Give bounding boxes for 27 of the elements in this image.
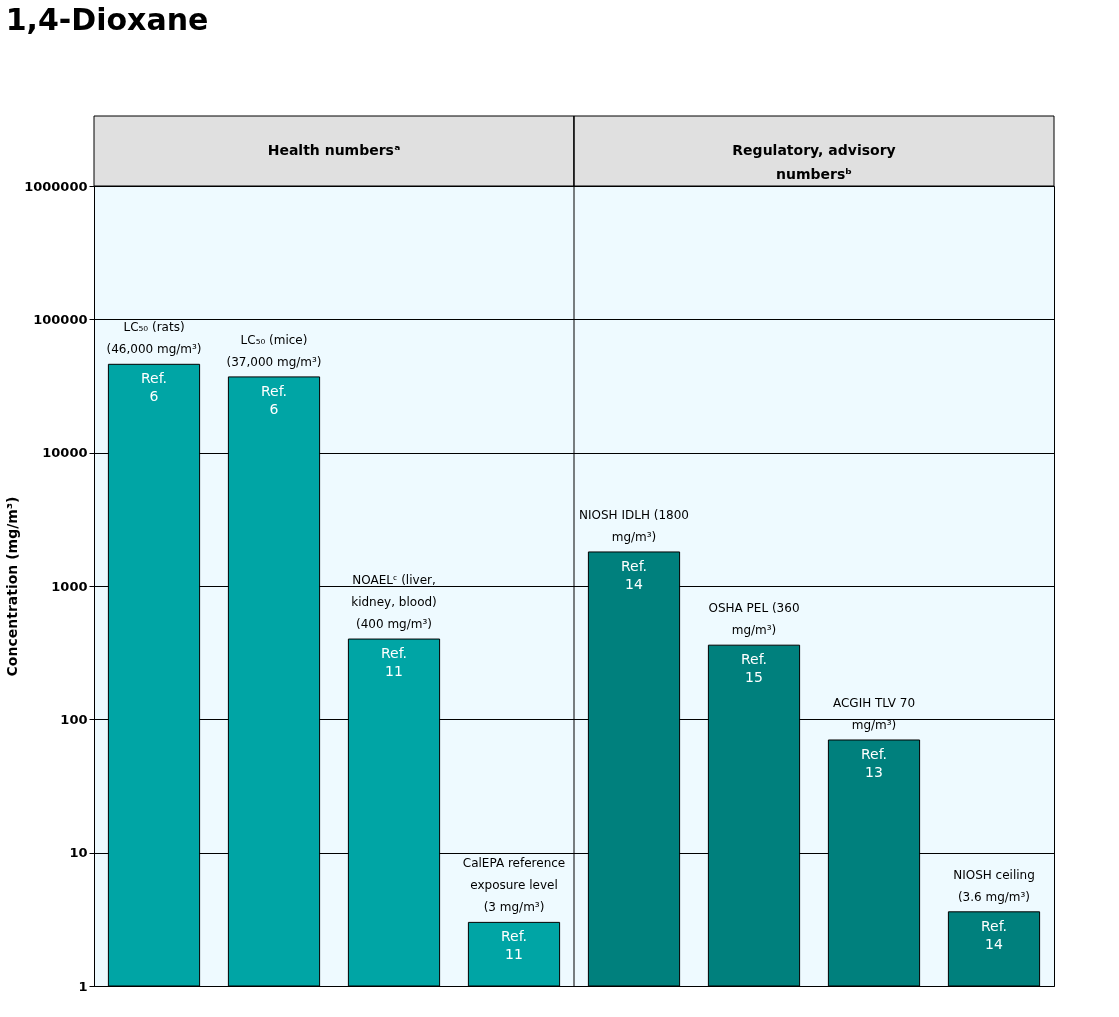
y-tick-label: 10 — [69, 845, 88, 861]
text: Health numbersᵃ — [267, 142, 401, 158]
y-tick-label: 100 — [60, 711, 88, 727]
annotation: Ref. 13 — [860, 745, 888, 780]
y-tick-label: 1000000 — [24, 178, 88, 194]
y-tick-label: 1000 — [51, 578, 88, 594]
annotation: Ref. 14 — [620, 557, 648, 592]
annotation: Ref. 11 — [500, 928, 528, 963]
y-tick-label: 10000 — [42, 445, 88, 461]
annotation: CalEPA reference exposure level (3 mg/m³) — [462, 856, 566, 915]
y-tick-label: 100000 — [33, 311, 88, 327]
annotation: Ref. 11 — [380, 645, 408, 680]
annotation: Ref. 15 — [740, 651, 768, 686]
annotation: NIOSH ceiling (3.6 mg/m³) — [953, 867, 1035, 904]
annotation: Ref. 6 — [260, 382, 288, 417]
annotation: ACGIH TLV 70 mg/m³) — [832, 695, 916, 732]
text: Regulatory, advisory numbersᵇ — [732, 142, 896, 182]
annotation: Ref. 14 — [980, 917, 1008, 952]
y-tick-label: 1 — [78, 978, 88, 994]
chart-title: 1,4-Dioxane — [5, 1, 209, 37]
annotation: OSHA PEL (360 mg/m³) — [708, 601, 800, 638]
y-axis-title: Concentration (mg/m³) — [4, 496, 21, 677]
annotation: LC₅₀ (mice) (37,000 mg/m³) — [226, 332, 322, 369]
annotation: NIOSH IDLH (1800 mg/m³) — [579, 507, 689, 544]
annotation: LC₅₀ (rats) (46,000 mg/m³) — [106, 320, 202, 357]
annotation: Ref. 6 — [140, 370, 168, 405]
annotation: NOAELᶜ (liver, kidney, blood) (400 mg/m³) — [351, 573, 437, 632]
